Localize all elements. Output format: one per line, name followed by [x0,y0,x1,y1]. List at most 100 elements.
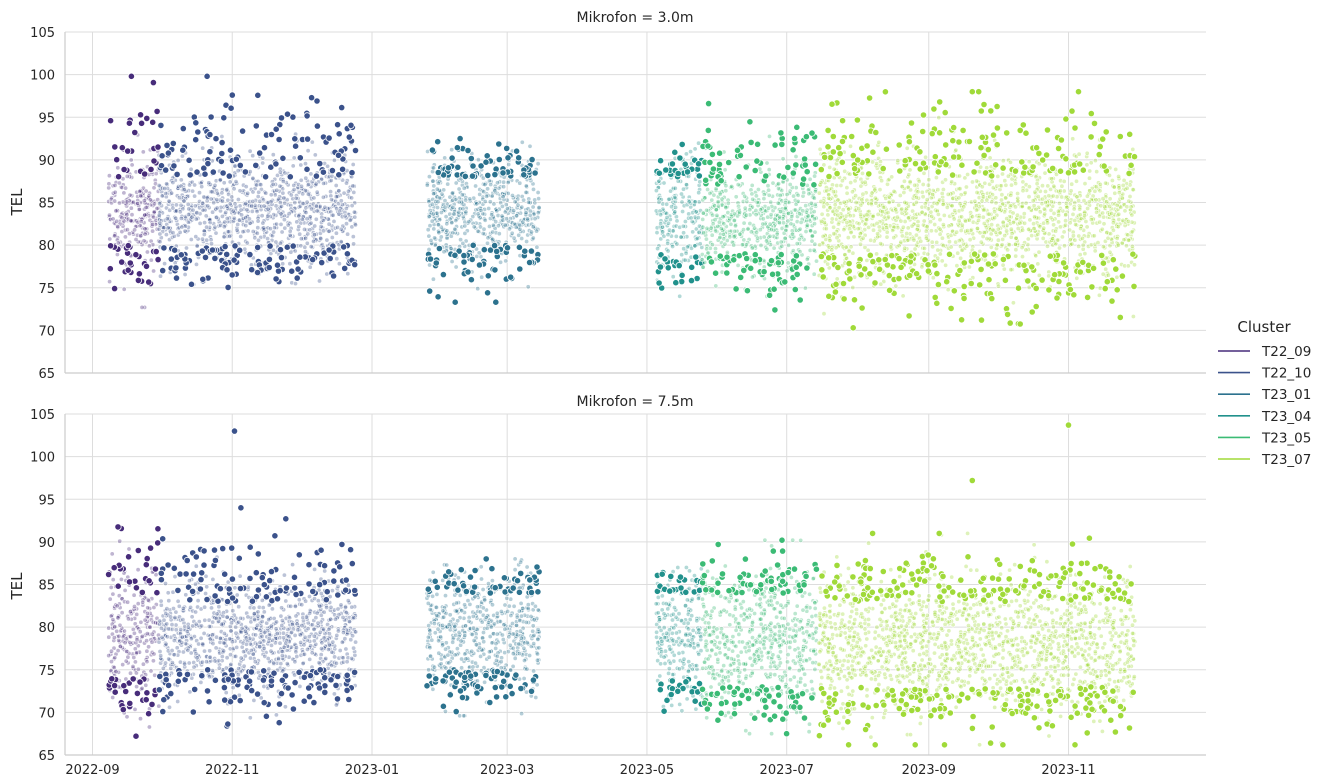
data-point [715,203,721,209]
data-point [324,237,330,243]
data-point [291,182,297,188]
data-point [329,272,338,280]
data-point [477,191,483,197]
data-point [847,213,853,219]
data-point [430,178,436,184]
data-point [774,259,782,267]
data-point [989,199,995,205]
data-point [955,138,963,146]
data-point [1005,247,1011,253]
data-point [261,203,267,209]
data-point [741,220,747,226]
data-point [245,228,251,234]
data-point [1096,292,1102,298]
data-point [958,228,964,234]
data-point [298,243,304,249]
data-point [485,235,491,241]
data-point [737,273,745,281]
data-point [703,236,709,242]
data-point [197,220,203,226]
data-point [760,268,768,276]
data-point [673,233,679,239]
data-point [1060,259,1068,267]
data-point [682,257,688,263]
data-point [1127,161,1135,169]
data-point [817,146,823,152]
data-point [1079,258,1087,266]
data-point [1064,169,1073,177]
data-point [178,202,184,208]
data-point [858,183,864,189]
data-point [789,231,795,237]
data-point [268,199,274,205]
data-point [905,225,911,231]
data-point [1087,175,1093,181]
data-point [747,264,755,272]
data-point [142,212,148,218]
data-point [1026,159,1032,165]
data-point [890,227,896,233]
data-point [812,229,818,235]
data-point [1061,178,1067,184]
data-point [453,218,459,224]
data-point [942,177,948,183]
data-point [239,212,245,218]
data-point [666,196,672,202]
data-point [147,197,153,203]
data-point [941,212,947,218]
data-point [1098,203,1104,209]
data-point [312,223,318,229]
data-point [672,185,678,191]
data-point [937,217,943,223]
data-point [1112,265,1120,273]
data-point [1114,235,1120,241]
data-point [729,184,735,190]
data-point [1103,180,1109,186]
data-point [1099,226,1105,232]
data-point [1098,251,1106,259]
data-point [749,182,755,188]
data-point [684,182,690,188]
data-point [672,279,680,287]
data-point [1086,199,1092,205]
data-point [302,249,308,255]
data-point [695,172,703,180]
data-point [1010,300,1016,306]
data-point [283,243,291,251]
data-point [937,231,943,237]
data-point [228,271,236,279]
data-point [967,237,973,243]
data-point [831,224,837,230]
data-point [131,128,139,137]
data-point [895,255,903,263]
data-point [912,246,918,252]
data-point [1030,198,1036,204]
data-point [426,174,432,180]
data-point [1101,221,1107,227]
data-point [796,296,804,304]
data-point [809,238,815,244]
data-point [928,228,934,234]
data-point [530,204,536,210]
data-point [919,264,925,270]
data-point [243,223,249,229]
data-point [257,198,263,204]
data-point [858,212,864,218]
data-point [1104,199,1110,205]
data-point [782,235,788,241]
data-point [1055,144,1063,153]
data-point [153,107,161,116]
data-point [1129,212,1135,218]
data-point [1062,155,1070,163]
data-point [509,230,515,236]
data-point [778,140,786,148]
data-point [434,186,440,192]
data-point [1025,236,1031,242]
data-point [1042,170,1048,176]
data-point [889,174,895,180]
data-point [940,243,946,249]
data-point [656,178,662,184]
data-point [1062,243,1068,249]
data-point [230,256,238,264]
data-point [678,277,686,286]
